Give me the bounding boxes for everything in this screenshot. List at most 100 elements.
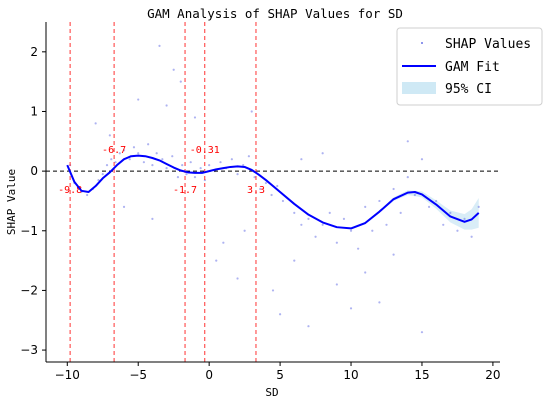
shap-point — [208, 164, 211, 167]
axes — [45, 22, 500, 363]
shap-point — [335, 283, 338, 286]
y-tick-label: −2 — [20, 283, 38, 297]
shap-point — [97, 178, 100, 182]
shap-point — [349, 229, 353, 232]
shap-point — [293, 259, 296, 262]
shap-point — [264, 181, 268, 185]
shap-point — [250, 110, 253, 113]
gam-fit-layer — [66, 154, 480, 230]
shap-point — [105, 164, 109, 167]
x-tick-label: 10 — [343, 368, 358, 382]
shap-point — [94, 122, 97, 125]
shap-point — [172, 68, 175, 71]
shap-point — [406, 175, 409, 179]
x-tick-label: 15 — [414, 368, 429, 382]
shap-point — [155, 152, 158, 155]
x-tick-label: −10 — [55, 368, 80, 382]
threshold-label: -1.7 — [173, 185, 197, 196]
shap-point — [392, 253, 395, 256]
threshold-label: -6.7 — [102, 145, 126, 156]
shap-point — [349, 307, 353, 310]
shap-point — [300, 223, 303, 226]
shap-point — [151, 217, 154, 220]
x-axis-title: SD — [265, 386, 278, 399]
shap-point — [179, 80, 182, 83]
shap-point — [321, 152, 324, 155]
shap-point — [151, 164, 154, 167]
shap-point — [442, 223, 445, 226]
shap-point — [378, 301, 381, 304]
y-tick-label: 1 — [30, 104, 38, 118]
shap-point — [158, 44, 161, 47]
shap-point — [185, 173, 188, 176]
shap-point — [142, 161, 145, 164]
shap-point — [122, 205, 126, 209]
shap-point — [427, 205, 431, 209]
shap-point — [199, 167, 202, 170]
shap-point — [110, 158, 113, 161]
shap-point — [242, 164, 245, 167]
shap-point — [276, 184, 279, 188]
threshold-label: -0.31 — [190, 145, 220, 156]
shap-point — [253, 175, 256, 179]
x-tick-label: 0 — [205, 368, 213, 382]
shap-point — [477, 205, 480, 209]
shap-point — [122, 149, 126, 152]
legend-label-ci: 95% CI — [445, 82, 492, 97]
y-tick-label: 2 — [30, 45, 38, 59]
shap-point — [463, 217, 466, 220]
shap-point — [357, 247, 360, 250]
shap-point — [420, 331, 424, 334]
y-tick-label: −3 — [20, 343, 38, 357]
shap-point — [385, 223, 388, 226]
y-tick-label: 0 — [30, 164, 38, 178]
legend-points-marker — [421, 42, 423, 44]
shap-point — [171, 155, 174, 158]
x-tick-label: −5 — [129, 368, 147, 382]
shap-point — [364, 271, 367, 274]
legend-label-shap-values: SHAP Values — [445, 37, 531, 52]
shap-point — [114, 161, 117, 164]
ci-band — [351, 190, 479, 230]
shap-point — [165, 167, 168, 170]
shap-point — [420, 158, 424, 161]
shap-point — [128, 158, 131, 161]
shap-points-layer — [69, 44, 480, 334]
shap-point — [293, 211, 296, 214]
shap-point — [189, 161, 192, 164]
shap-point — [456, 229, 459, 232]
shap-point — [449, 211, 452, 214]
threshold-label: 3.3 — [247, 185, 265, 196]
legend-label-gam-fit: GAM Fit — [445, 60, 500, 75]
shap-point — [108, 134, 111, 137]
shap-point — [406, 140, 409, 143]
y-axis-title: SHAP Value — [5, 169, 18, 235]
shap-point — [371, 229, 374, 232]
shap-point — [137, 152, 140, 155]
shap-point — [236, 277, 239, 280]
shap-point — [321, 223, 324, 226]
shap-point — [270, 193, 273, 197]
shap-point — [101, 173, 104, 176]
shap-point — [161, 158, 164, 161]
shap-point — [181, 164, 184, 167]
shap-point — [470, 235, 473, 238]
shap-point — [278, 313, 282, 316]
shap-point — [328, 211, 331, 214]
shap-point — [86, 193, 89, 197]
shap-point — [193, 116, 197, 119]
x-tick-label: 20 — [485, 368, 500, 382]
shap-point — [335, 241, 338, 244]
threshold-label: -9.8 — [58, 185, 82, 196]
shap-point — [307, 217, 310, 220]
gam-fit-line — [66, 154, 480, 230]
shap-point — [219, 161, 222, 164]
shap-point — [300, 158, 303, 161]
shap-point — [399, 211, 402, 214]
legend: SHAP Values GAM Fit 95% CI — [396, 27, 543, 106]
shap-point — [271, 289, 275, 292]
shap-point — [413, 193, 416, 197]
shap-point — [137, 98, 140, 101]
shap-point — [435, 199, 438, 203]
chart-title: GAM Analysis of SHAP Values for SD — [147, 6, 403, 21]
